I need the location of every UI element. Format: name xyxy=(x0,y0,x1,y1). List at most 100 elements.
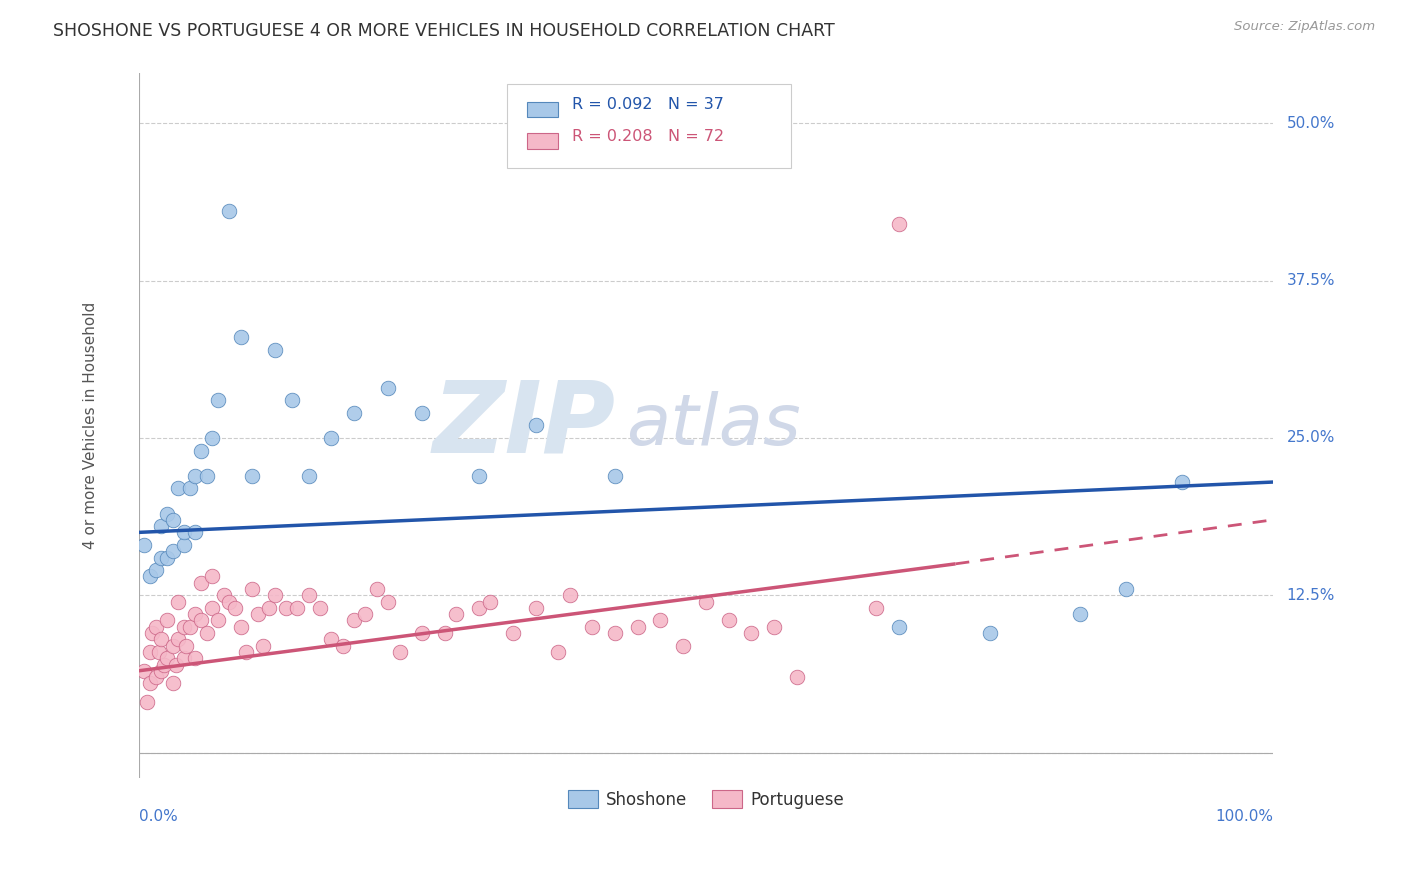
Point xyxy=(145,620,167,634)
Point xyxy=(212,588,235,602)
Point xyxy=(179,481,201,495)
Point xyxy=(173,525,195,540)
Point xyxy=(672,639,695,653)
Point xyxy=(150,550,173,565)
Point xyxy=(139,645,162,659)
Point xyxy=(280,393,302,408)
Text: 12.5%: 12.5% xyxy=(1286,588,1336,603)
Point xyxy=(139,569,162,583)
Point xyxy=(152,657,174,672)
Point xyxy=(156,550,179,565)
Text: 0.0%: 0.0% xyxy=(139,809,177,824)
Point xyxy=(603,626,626,640)
Point xyxy=(762,620,785,634)
Point xyxy=(173,620,195,634)
Point xyxy=(411,406,433,420)
Point xyxy=(156,651,179,665)
Text: 50.0%: 50.0% xyxy=(1286,116,1336,131)
Point xyxy=(184,468,207,483)
Point xyxy=(141,626,163,640)
Text: 25.0%: 25.0% xyxy=(1286,431,1336,445)
Point xyxy=(145,670,167,684)
Legend: Shoshone, Portuguese: Shoshone, Portuguese xyxy=(561,784,851,815)
Text: ZIP: ZIP xyxy=(432,377,614,474)
Point xyxy=(174,639,197,653)
Point xyxy=(190,614,212,628)
Point xyxy=(184,651,207,665)
Point xyxy=(207,393,229,408)
Point xyxy=(201,431,224,445)
Point xyxy=(218,204,240,219)
Point xyxy=(446,607,468,622)
Point xyxy=(388,645,411,659)
Point xyxy=(343,614,366,628)
Point xyxy=(321,431,343,445)
Point xyxy=(887,620,910,634)
Point xyxy=(309,601,332,615)
Point xyxy=(298,588,321,602)
Point xyxy=(150,664,173,678)
Point xyxy=(240,468,263,483)
Point xyxy=(195,468,218,483)
Point xyxy=(343,406,366,420)
Point xyxy=(252,639,274,653)
Point xyxy=(150,519,173,533)
Text: R = 0.208   N = 72: R = 0.208 N = 72 xyxy=(572,129,724,144)
Point xyxy=(150,632,173,647)
Text: 100.0%: 100.0% xyxy=(1215,809,1274,824)
Point xyxy=(1115,582,1137,596)
Point xyxy=(468,601,491,615)
Point xyxy=(274,601,297,615)
Text: 37.5%: 37.5% xyxy=(1286,273,1336,288)
Point xyxy=(229,330,252,344)
Point xyxy=(411,626,433,640)
Point xyxy=(162,676,184,690)
Point xyxy=(246,607,269,622)
Point xyxy=(224,601,246,615)
Point xyxy=(240,582,263,596)
Point xyxy=(433,626,456,640)
Point xyxy=(887,217,910,231)
Point xyxy=(156,507,179,521)
Point xyxy=(167,481,190,495)
Point xyxy=(603,468,626,483)
Point xyxy=(145,563,167,577)
Point xyxy=(218,594,240,608)
Point xyxy=(298,468,321,483)
Point xyxy=(1069,607,1091,622)
Point xyxy=(263,588,285,602)
Point xyxy=(287,601,309,615)
Point xyxy=(229,620,252,634)
Point xyxy=(184,525,207,540)
Point xyxy=(148,645,170,659)
Point xyxy=(366,582,388,596)
Point xyxy=(179,620,201,634)
Point xyxy=(190,575,212,590)
Point xyxy=(162,639,184,653)
Point xyxy=(235,645,257,659)
Point xyxy=(321,632,343,647)
Point xyxy=(581,620,603,634)
Text: 4 or more Vehicles in Household: 4 or more Vehicles in Household xyxy=(83,301,98,549)
Point xyxy=(979,626,1001,640)
Point xyxy=(162,513,184,527)
Point xyxy=(156,614,179,628)
Point xyxy=(207,614,229,628)
Point xyxy=(162,544,184,558)
Point xyxy=(139,676,162,690)
FancyBboxPatch shape xyxy=(527,102,558,118)
Point xyxy=(184,607,207,622)
Point xyxy=(173,538,195,552)
Point xyxy=(201,569,224,583)
Text: atlas: atlas xyxy=(627,391,801,460)
Text: SHOSHONE VS PORTUGUESE 4 OR MORE VEHICLES IN HOUSEHOLD CORRELATION CHART: SHOSHONE VS PORTUGUESE 4 OR MORE VEHICLE… xyxy=(53,22,835,40)
FancyBboxPatch shape xyxy=(527,133,558,149)
Point xyxy=(134,538,156,552)
Point xyxy=(165,657,187,672)
Point xyxy=(257,601,280,615)
Point xyxy=(377,594,399,608)
Point xyxy=(377,381,399,395)
Point xyxy=(1171,475,1194,489)
Point xyxy=(468,468,491,483)
Point xyxy=(502,626,524,640)
